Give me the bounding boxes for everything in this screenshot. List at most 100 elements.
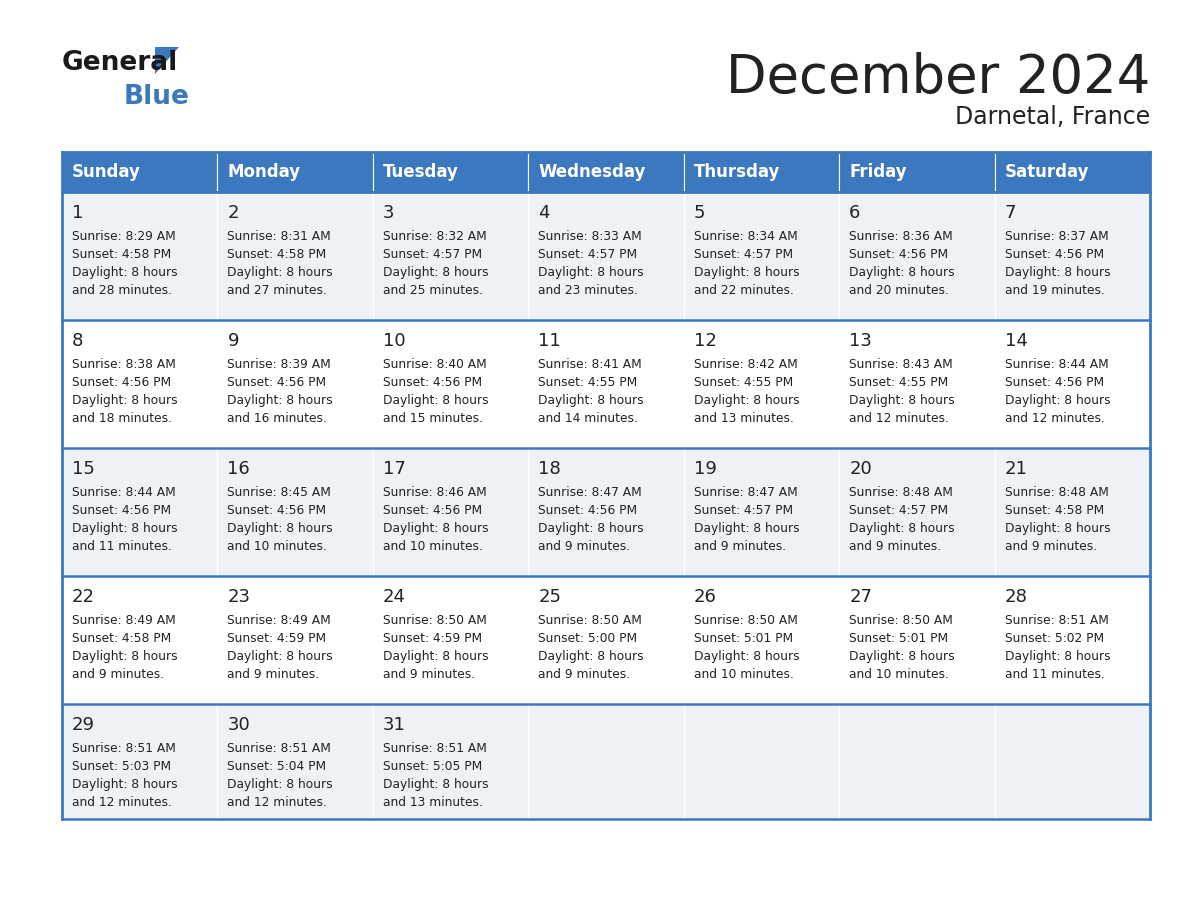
- Text: Sunset: 4:56 PM: Sunset: 4:56 PM: [72, 376, 171, 389]
- Text: and 13 minutes.: and 13 minutes.: [694, 412, 794, 425]
- Text: Sunrise: 8:39 AM: Sunrise: 8:39 AM: [227, 358, 331, 371]
- Text: Daylight: 8 hours: Daylight: 8 hours: [849, 266, 955, 279]
- Text: Daylight: 8 hours: Daylight: 8 hours: [694, 650, 800, 663]
- Bar: [62, 576, 1150, 704]
- Text: Sunset: 4:56 PM: Sunset: 4:56 PM: [1005, 376, 1104, 389]
- Text: 9: 9: [227, 332, 239, 350]
- Text: Sunset: 5:04 PM: Sunset: 5:04 PM: [227, 760, 327, 773]
- Text: Daylight: 8 hours: Daylight: 8 hours: [538, 650, 644, 663]
- Text: Daylight: 8 hours: Daylight: 8 hours: [694, 522, 800, 535]
- Text: Sunset: 4:58 PM: Sunset: 4:58 PM: [72, 248, 171, 261]
- Text: and 19 minutes.: and 19 minutes.: [1005, 284, 1105, 297]
- Text: 24: 24: [383, 588, 406, 606]
- Text: Daylight: 8 hours: Daylight: 8 hours: [1005, 650, 1111, 663]
- Text: and 23 minutes.: and 23 minutes.: [538, 284, 638, 297]
- Text: Daylight: 8 hours: Daylight: 8 hours: [227, 394, 333, 407]
- Text: 2: 2: [227, 204, 239, 222]
- Text: Sunset: 4:57 PM: Sunset: 4:57 PM: [694, 504, 792, 517]
- Text: and 12 minutes.: and 12 minutes.: [849, 412, 949, 425]
- Text: Daylight: 8 hours: Daylight: 8 hours: [383, 266, 488, 279]
- Text: Daylight: 8 hours: Daylight: 8 hours: [72, 650, 178, 663]
- Text: Sunrise: 8:38 AM: Sunrise: 8:38 AM: [72, 358, 176, 371]
- Text: Sunset: 4:56 PM: Sunset: 4:56 PM: [72, 504, 171, 517]
- Text: Daylight: 8 hours: Daylight: 8 hours: [227, 522, 333, 535]
- Text: Sunset: 4:56 PM: Sunset: 4:56 PM: [1005, 248, 1104, 261]
- Text: Daylight: 8 hours: Daylight: 8 hours: [383, 650, 488, 663]
- Text: Daylight: 8 hours: Daylight: 8 hours: [227, 778, 333, 791]
- Text: 27: 27: [849, 588, 872, 606]
- Bar: [684, 152, 839, 192]
- Text: 18: 18: [538, 460, 561, 478]
- Text: and 10 minutes.: and 10 minutes.: [227, 540, 328, 553]
- Text: Sunrise: 8:47 AM: Sunrise: 8:47 AM: [538, 486, 642, 499]
- Text: Sunrise: 8:34 AM: Sunrise: 8:34 AM: [694, 230, 797, 243]
- Text: Monday: Monday: [227, 163, 301, 181]
- Text: Daylight: 8 hours: Daylight: 8 hours: [227, 266, 333, 279]
- Text: and 9 minutes.: and 9 minutes.: [72, 668, 164, 681]
- Text: and 9 minutes.: and 9 minutes.: [383, 668, 475, 681]
- Text: 21: 21: [1005, 460, 1028, 478]
- Text: 31: 31: [383, 716, 406, 734]
- Text: Daylight: 8 hours: Daylight: 8 hours: [227, 650, 333, 663]
- Text: 26: 26: [694, 588, 716, 606]
- Text: 3: 3: [383, 204, 394, 222]
- Text: Daylight: 8 hours: Daylight: 8 hours: [383, 522, 488, 535]
- Polygon shape: [154, 47, 179, 74]
- Text: 15: 15: [72, 460, 95, 478]
- Text: December 2024: December 2024: [726, 52, 1150, 104]
- Text: Sunset: 4:56 PM: Sunset: 4:56 PM: [849, 248, 948, 261]
- Text: Daylight: 8 hours: Daylight: 8 hours: [849, 394, 955, 407]
- Text: and 14 minutes.: and 14 minutes.: [538, 412, 638, 425]
- Text: Blue: Blue: [124, 84, 190, 110]
- Bar: [529, 152, 684, 192]
- Text: and 10 minutes.: and 10 minutes.: [849, 668, 949, 681]
- Text: and 12 minutes.: and 12 minutes.: [1005, 412, 1105, 425]
- Bar: [62, 320, 1150, 448]
- Text: Sunset: 4:56 PM: Sunset: 4:56 PM: [383, 376, 482, 389]
- Text: Sunrise: 8:29 AM: Sunrise: 8:29 AM: [72, 230, 176, 243]
- Bar: [217, 152, 373, 192]
- Text: Daylight: 8 hours: Daylight: 8 hours: [72, 394, 178, 407]
- Text: and 28 minutes.: and 28 minutes.: [72, 284, 172, 297]
- Text: and 25 minutes.: and 25 minutes.: [383, 284, 482, 297]
- Text: Sunrise: 8:41 AM: Sunrise: 8:41 AM: [538, 358, 642, 371]
- Text: Sunrise: 8:49 AM: Sunrise: 8:49 AM: [227, 614, 331, 627]
- Text: 20: 20: [849, 460, 872, 478]
- Bar: [373, 152, 529, 192]
- Text: Sunrise: 8:50 AM: Sunrise: 8:50 AM: [849, 614, 953, 627]
- Text: 13: 13: [849, 332, 872, 350]
- Text: and 9 minutes.: and 9 minutes.: [694, 540, 785, 553]
- Text: Sunrise: 8:47 AM: Sunrise: 8:47 AM: [694, 486, 797, 499]
- Bar: [994, 152, 1150, 192]
- Text: Sunrise: 8:42 AM: Sunrise: 8:42 AM: [694, 358, 797, 371]
- Text: 22: 22: [72, 588, 95, 606]
- Text: and 11 minutes.: and 11 minutes.: [72, 540, 172, 553]
- Bar: [839, 152, 994, 192]
- Text: Daylight: 8 hours: Daylight: 8 hours: [72, 778, 178, 791]
- Text: Sunset: 4:57 PM: Sunset: 4:57 PM: [538, 248, 638, 261]
- Bar: [62, 704, 1150, 819]
- Text: 6: 6: [849, 204, 860, 222]
- Text: General: General: [62, 50, 178, 76]
- Text: and 9 minutes.: and 9 minutes.: [849, 540, 941, 553]
- Text: Daylight: 8 hours: Daylight: 8 hours: [72, 266, 178, 279]
- Text: 19: 19: [694, 460, 716, 478]
- Text: Daylight: 8 hours: Daylight: 8 hours: [383, 778, 488, 791]
- Text: 5: 5: [694, 204, 706, 222]
- Text: and 12 minutes.: and 12 minutes.: [227, 796, 328, 809]
- Text: 30: 30: [227, 716, 251, 734]
- Text: Sunset: 4:57 PM: Sunset: 4:57 PM: [383, 248, 482, 261]
- Text: Sunset: 4:58 PM: Sunset: 4:58 PM: [1005, 504, 1104, 517]
- Text: Sunset: 5:00 PM: Sunset: 5:00 PM: [538, 632, 638, 645]
- Bar: [62, 152, 217, 192]
- Text: Sunset: 4:55 PM: Sunset: 4:55 PM: [849, 376, 948, 389]
- Text: Sunrise: 8:50 AM: Sunrise: 8:50 AM: [538, 614, 643, 627]
- Text: and 27 minutes.: and 27 minutes.: [227, 284, 328, 297]
- Text: Sunset: 4:57 PM: Sunset: 4:57 PM: [694, 248, 792, 261]
- Text: 7: 7: [1005, 204, 1016, 222]
- Text: Sunrise: 8:45 AM: Sunrise: 8:45 AM: [227, 486, 331, 499]
- Text: Sunrise: 8:46 AM: Sunrise: 8:46 AM: [383, 486, 487, 499]
- Text: Daylight: 8 hours: Daylight: 8 hours: [694, 266, 800, 279]
- Text: 23: 23: [227, 588, 251, 606]
- Text: Daylight: 8 hours: Daylight: 8 hours: [1005, 394, 1111, 407]
